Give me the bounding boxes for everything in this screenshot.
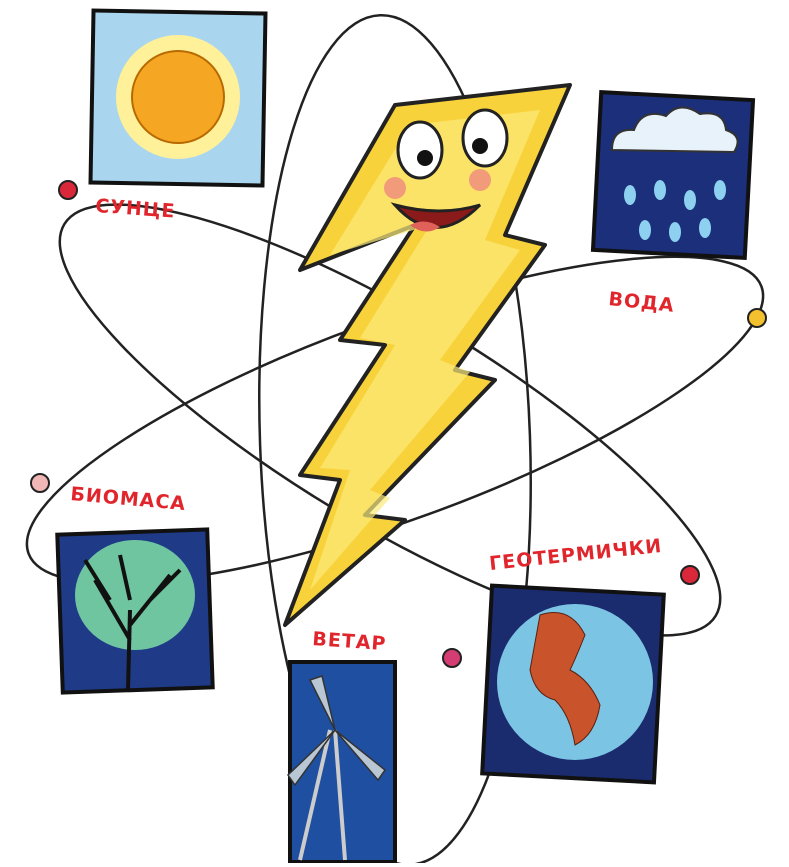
label: ВОДА <box>607 288 675 317</box>
earth-picture <box>482 586 664 783</box>
label: ВЕТАР <box>312 628 387 655</box>
dot <box>443 649 461 667</box>
label: ГЕОТЕРМИЧКИ <box>488 535 663 575</box>
dot <box>681 566 699 584</box>
dot <box>748 309 766 327</box>
dot <box>31 474 49 492</box>
wind-picture <box>288 662 395 862</box>
dot <box>59 181 77 199</box>
lightning-character <box>285 85 570 625</box>
tree-picture <box>57 529 212 692</box>
label: СУНЦЕ <box>95 195 176 223</box>
page: СУНЦЕ ВОДА БИОМАСА ВЕТАР ГЕОТЕРМИЧКИ (()… <box>0 0 789 863</box>
illustration: СУНЦЕ ВОДА БИОМАСА ВЕТАР ГЕОТЕРМИЧКИ <box>0 0 789 863</box>
rain-picture <box>593 92 753 258</box>
sun-picture <box>91 11 266 186</box>
label: БИОМАСА <box>70 483 187 515</box>
